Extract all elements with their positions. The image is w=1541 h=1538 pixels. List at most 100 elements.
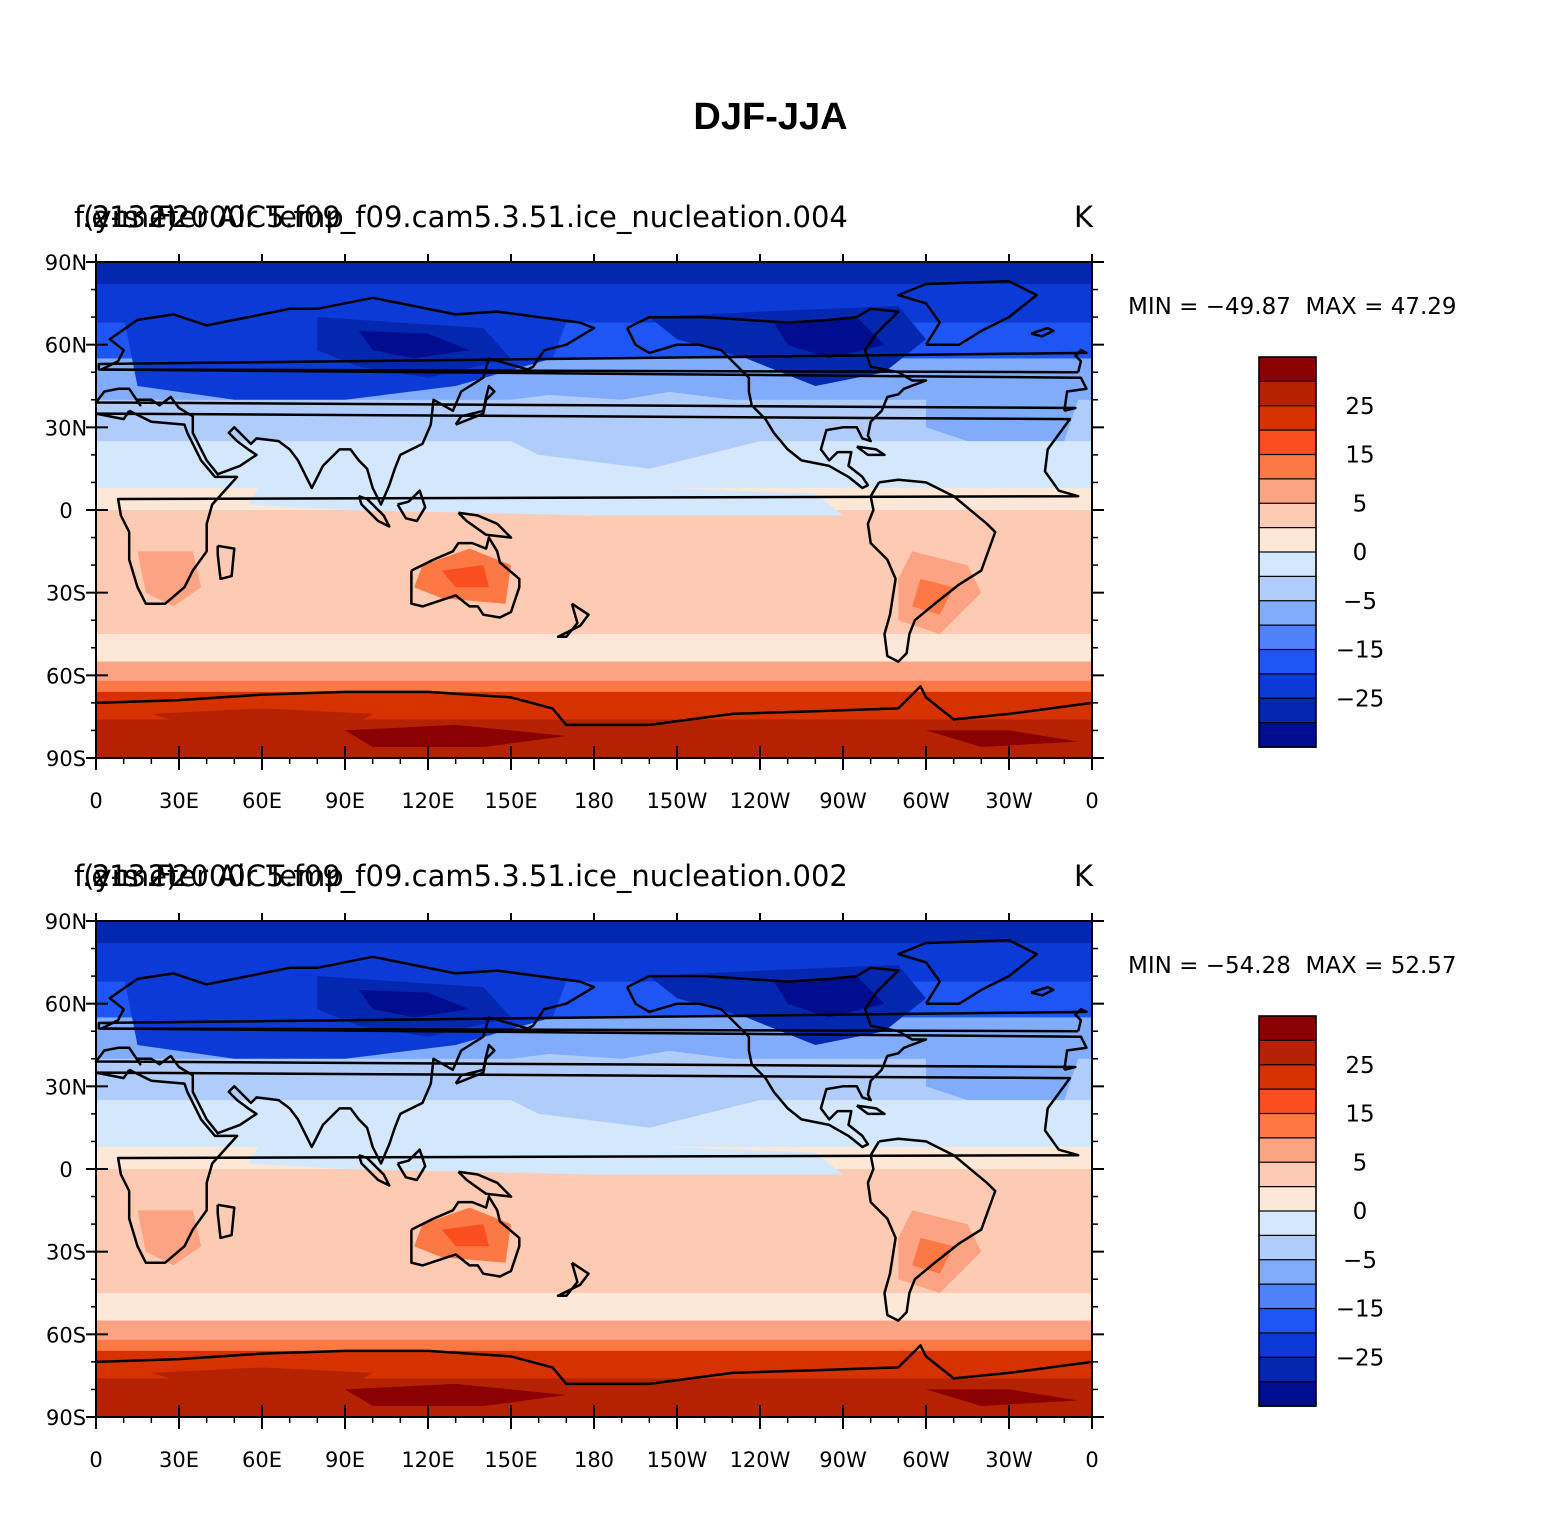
coastline	[95, 685, 1093, 727]
lat-label: 60S	[46, 664, 86, 688]
temperature-contour	[137, 551, 202, 607]
coastline	[94, 296, 1088, 506]
colorbar: 25 15 5 0 −5 −15 −25	[1258, 1015, 1384, 1407]
lat-label: 30N	[45, 416, 87, 440]
colorbar-label: −15	[1336, 638, 1385, 664]
lon-label: 90E	[325, 789, 365, 813]
min-max-label: MIN = −54.28 MAX = 52.57	[1128, 953, 1457, 979]
temperature-contour	[441, 565, 489, 588]
colorbar-swatch	[1258, 1356, 1317, 1383]
coastline	[556, 602, 590, 639]
temperature-contour	[441, 1224, 489, 1247]
coastline	[626, 307, 928, 490]
lon-label: 180	[574, 1448, 614, 1472]
colorbar-swatch	[1258, 722, 1317, 748]
colorbar-swatch	[1258, 478, 1317, 505]
lon-label: 60W	[902, 1448, 950, 1472]
colorbar-swatch	[1258, 697, 1317, 724]
lon-label: 150E	[484, 1448, 537, 1472]
temperature-band	[96, 634, 1092, 663]
colorbar-label: −5	[1343, 1248, 1377, 1274]
panel-header-overlap: f.e13.F2000C5.f09_f09.cam5.3.51.ice_nucl…	[74, 859, 1124, 899]
temperature-band	[96, 262, 1092, 285]
lon-label: 60W	[902, 789, 950, 813]
lat-label: 30S	[46, 1241, 86, 1265]
lon-label: 30W	[985, 1448, 1033, 1472]
colorbar-swatch	[1258, 1039, 1317, 1066]
case-name-label: f.e13.F2000C5.f09_f09.cam5.3.51.ice_nucl…	[74, 200, 848, 234]
coastline	[94, 955, 1088, 1165]
lat-label: 60N	[45, 993, 87, 1017]
map-panel-top: f.e13.F2000C5.f09_f09.cam5.3.51.ice_nucl…	[0, 200, 1541, 840]
temperature-contour	[151, 1367, 373, 1390]
lat-label: 30N	[45, 1075, 87, 1099]
temperature-band	[96, 1320, 1092, 1341]
temperature-contour	[358, 330, 470, 359]
coastline	[396, 489, 427, 523]
colorbar-frame	[1258, 356, 1317, 748]
colorbar-swatch	[1258, 1112, 1317, 1139]
lon-label: 120W	[730, 1448, 791, 1472]
colorbar-swatch	[1258, 1332, 1317, 1359]
lat-label: 30S	[46, 582, 86, 606]
lon-label: 0	[89, 1448, 102, 1472]
temperature-field	[96, 262, 1092, 758]
variable-label: 2-meter Air Temp	[92, 200, 344, 234]
lon-label: 30E	[159, 1448, 199, 1472]
coastline	[97, 1007, 1088, 1033]
coastline	[357, 495, 391, 528]
coastline	[396, 1148, 427, 1182]
colorbar-swatch	[1258, 1234, 1317, 1261]
coastline	[94, 1068, 1080, 1264]
coastline	[457, 511, 513, 539]
colorbar-label: −5	[1343, 589, 1377, 615]
colorbar-swatch	[1258, 356, 1317, 383]
temperature-contour	[773, 976, 885, 1018]
colorbar-label: 5	[1353, 491, 1368, 517]
colorbar-swatch	[1258, 600, 1317, 627]
colorbar-swatch	[1258, 1186, 1317, 1212]
lon-label: 150E	[484, 789, 537, 813]
lon-label: 60E	[242, 789, 282, 813]
temperature-contour	[345, 1383, 567, 1406]
lon-label: 30E	[159, 789, 199, 813]
temperature-contour	[345, 724, 567, 747]
colorbar-swatch	[1258, 648, 1317, 675]
temperature-contour	[358, 989, 470, 1018]
lon-label: 0	[89, 789, 102, 813]
coastline	[856, 445, 886, 457]
colorbar-swatch	[1258, 429, 1317, 456]
colorbar-swatch	[1258, 575, 1317, 602]
temperature-band	[96, 1293, 1092, 1322]
temperature-contour	[151, 708, 373, 731]
colorbar-label: −25	[1336, 686, 1385, 712]
coastline	[856, 1104, 886, 1116]
lon-label: 0	[1085, 1448, 1098, 1472]
coastline	[1030, 985, 1055, 997]
lon-label: 90W	[819, 789, 867, 813]
colorbar-swatch	[1258, 1015, 1317, 1042]
lon-label: 0	[1085, 789, 1098, 813]
coastline	[97, 348, 1088, 374]
lat-label: 90N	[45, 251, 87, 275]
colorbar-swatch	[1258, 1064, 1317, 1091]
temperature-contour	[912, 1237, 954, 1274]
temperature-field	[96, 921, 1092, 1417]
colorbar-swatch	[1258, 1259, 1317, 1286]
coastlines	[94, 280, 1093, 727]
colorbar-swatch	[1258, 502, 1317, 529]
lon-label: 150W	[647, 1448, 708, 1472]
colorbar-swatch	[1258, 1210, 1317, 1237]
lon-label: 60E	[242, 1448, 282, 1472]
coastline	[1030, 326, 1055, 338]
lat-label: 0	[59, 499, 72, 523]
lon-label: 90W	[819, 1448, 867, 1472]
colorbar-label: 0	[1353, 1199, 1368, 1225]
coastline	[95, 1344, 1093, 1386]
coastline	[94, 409, 1080, 605]
temperature-band	[96, 661, 1092, 682]
temperature-contour	[926, 730, 1079, 747]
